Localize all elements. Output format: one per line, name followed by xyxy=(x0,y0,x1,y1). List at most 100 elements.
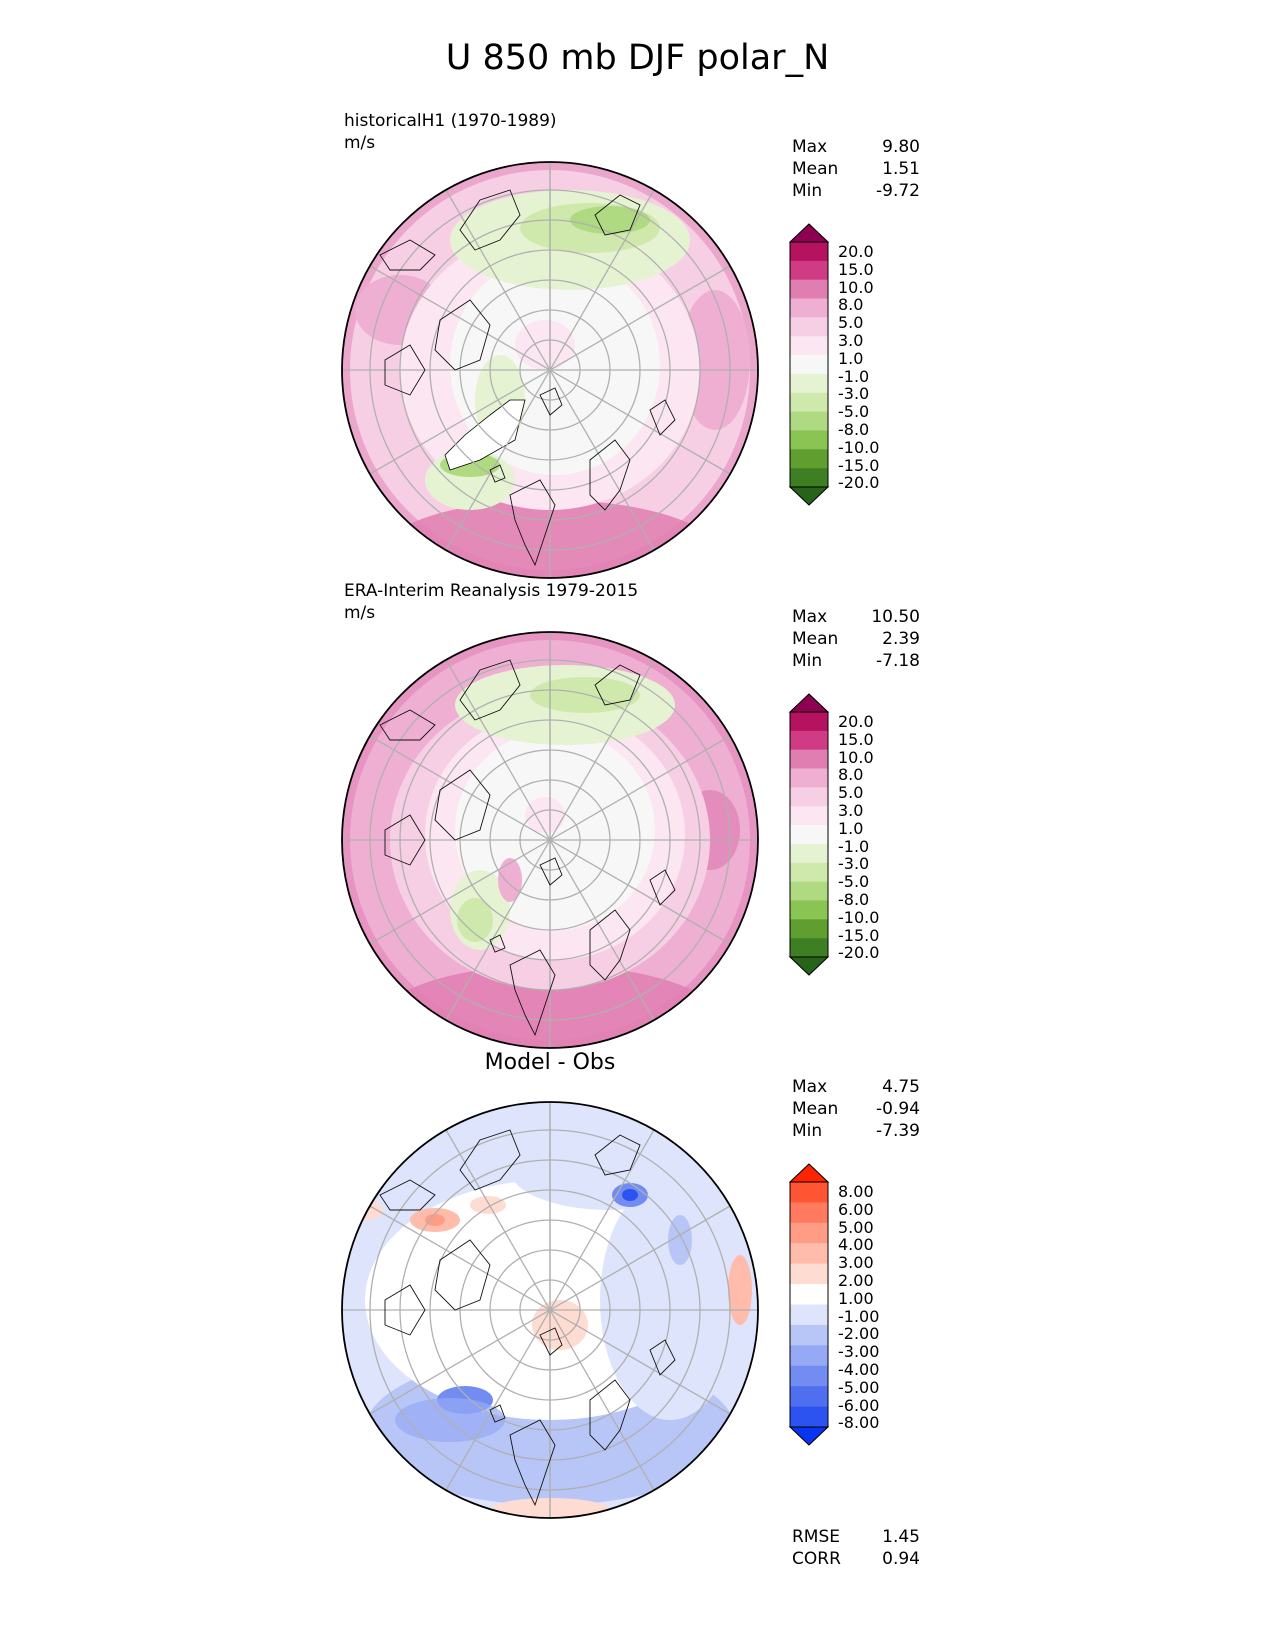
colorbar-frame xyxy=(789,711,829,958)
figure-title: U 850 mb DJF polar_N xyxy=(445,38,830,78)
coastline xyxy=(594,194,641,236)
colorbar-tick-label: 20.0 xyxy=(838,712,874,731)
stat-value-min: -7.39 xyxy=(876,1121,920,1141)
colorbar-swatch xyxy=(790,336,828,356)
polar-map-model xyxy=(341,161,759,579)
colorbar-tick-label: -20.0 xyxy=(838,473,880,493)
coastline xyxy=(594,1134,641,1176)
panel-units: m/s xyxy=(344,133,376,153)
coastline xyxy=(384,1284,426,1336)
colorbar-tick-label: -10.0 xyxy=(838,907,880,927)
colorbar-tick-label: -3.0 xyxy=(838,854,870,874)
colorbar-swatch xyxy=(790,881,828,901)
coastline xyxy=(539,387,563,416)
colorbar-swatch xyxy=(790,1345,828,1367)
colorbar-swatch xyxy=(790,430,828,450)
colorbar-swatch xyxy=(790,373,828,394)
coastline xyxy=(434,1239,491,1311)
colorbar-tick-label: 3.0 xyxy=(838,800,864,820)
colorbar-extend-min xyxy=(788,1426,830,1446)
colorbar-tick-label: -5.0 xyxy=(838,872,870,892)
map-boundary xyxy=(341,631,759,1049)
stat-label-mean: Mean xyxy=(792,159,839,179)
map-boundary xyxy=(341,161,759,579)
colorbar-swatch xyxy=(790,242,828,262)
panel-units: m/s xyxy=(344,603,376,623)
colorbar-swatch xyxy=(790,1365,828,1387)
colorbar-swatch xyxy=(790,919,828,939)
corr-value: 0.94 xyxy=(882,1549,920,1569)
colorbar-swatch xyxy=(790,317,828,337)
colorbar-swatch xyxy=(790,411,828,431)
stat-value-mean: -0.94 xyxy=(876,1099,920,1119)
polar-map-obs xyxy=(341,631,759,1049)
rmse-label: RMSE xyxy=(792,1527,841,1547)
stat-value-mean: 1.51 xyxy=(882,159,920,179)
coastline xyxy=(384,814,426,866)
map-overlay xyxy=(342,1102,758,1518)
coastline xyxy=(459,659,521,721)
colorbar-tick-label: -5.0 xyxy=(838,402,870,422)
coastline xyxy=(589,909,631,981)
colorbar-tick-label: -8.0 xyxy=(838,889,870,909)
stat-value-max: 9.80 xyxy=(882,137,920,157)
colorbar-tick-label: -3.0 xyxy=(838,384,870,404)
colorbar-tick-label: 8.00 xyxy=(838,1182,874,1201)
colorbar-tick-label: 3.0 xyxy=(838,330,864,350)
colorbar-tick-label: 20.0 xyxy=(838,242,874,261)
error-stats: RMSE 1.45 CORR 0.94 xyxy=(792,1526,920,1570)
colorbar xyxy=(788,223,830,506)
colorbar-tick-label: -4.00 xyxy=(838,1359,880,1379)
colorbar-swatch xyxy=(790,468,828,488)
stat-label-mean: Mean xyxy=(792,629,839,649)
stat-value-min: -7.18 xyxy=(876,651,920,671)
stat-label-min: Min xyxy=(792,181,823,201)
stats-box: Max 10.50 Mean 2.39 Min -7.18 xyxy=(792,606,920,672)
rmse-value: 1.45 xyxy=(882,1527,920,1547)
colorbar-swatch xyxy=(790,825,828,845)
colorbar-swatch xyxy=(790,260,828,280)
panel-title: historicalH1 (1970-1989) m/s xyxy=(344,110,557,154)
colorbar-tick-label: -20.0 xyxy=(838,943,880,963)
colorbar-tick-label: 3.00 xyxy=(838,1253,874,1273)
stat-value-max: 10.50 xyxy=(871,607,920,627)
polar-map-difference xyxy=(341,1101,759,1519)
coastline xyxy=(434,299,491,371)
panel-title-line1: ERA-Interim Reanalysis 1979-2015 xyxy=(344,581,639,601)
colorbar-swatch xyxy=(790,298,828,318)
coastline xyxy=(379,1179,436,1211)
colorbar-tick-label: 8.0 xyxy=(838,765,864,785)
coastline xyxy=(434,769,491,841)
colorbar-tick-label: -2.00 xyxy=(838,1324,880,1344)
colorbar-tick-label: 5.0 xyxy=(838,783,864,803)
colorbar-swatch xyxy=(790,1263,828,1285)
coastline xyxy=(649,1339,676,1376)
colorbar-swatch xyxy=(790,392,828,412)
colorbar-tick-label: -15.0 xyxy=(838,925,880,945)
colorbar-swatch xyxy=(790,1222,828,1244)
coastline xyxy=(589,439,631,511)
coastline xyxy=(384,344,426,396)
colorbar-swatch xyxy=(790,730,828,750)
colorbar-tick-label: -8.0 xyxy=(838,419,870,439)
colorbar-swatch xyxy=(790,768,828,788)
colorbar-swatch xyxy=(790,1202,828,1224)
coastline xyxy=(649,869,676,906)
colorbar-swatch xyxy=(790,787,828,807)
colorbar-tick-label: 8.0 xyxy=(838,295,864,315)
colorbar-tick-label: -1.0 xyxy=(838,366,870,386)
colorbar-tick-label: -15.0 xyxy=(838,455,880,475)
colorbar-extend-max xyxy=(788,1163,830,1183)
colorbar-labels: 8.00 6.00 5.00 4.00 3.00 2.00 1.00 -1.00 -2.00 -3… xyxy=(838,1183,879,1432)
colorbar-extend-min xyxy=(788,956,830,976)
colorbar-swatch xyxy=(790,1284,828,1305)
colorbar-tick-label: -1.0 xyxy=(838,836,870,856)
colorbar-swatch xyxy=(790,355,828,375)
coastline xyxy=(509,949,556,1037)
colorbar-extend-max xyxy=(788,223,830,243)
stat-label-mean: Mean xyxy=(792,1099,839,1119)
colorbar-tick-label: 1.0 xyxy=(838,348,864,368)
colorbar-swatch xyxy=(790,749,828,769)
colorbar-swatch xyxy=(790,1182,828,1203)
coastline xyxy=(509,479,556,567)
